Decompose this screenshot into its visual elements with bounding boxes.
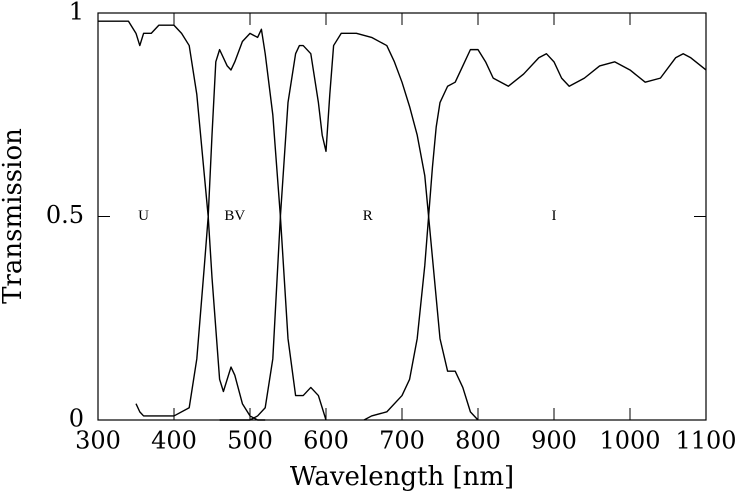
band-label: R (363, 208, 373, 224)
y-axis-title: Transmission (0, 128, 28, 304)
x-axis-title: Wavelength [nm] (290, 462, 514, 492)
band-label: I (552, 208, 557, 224)
x-tick-label: 800 (455, 427, 501, 455)
plot-frame (97, 12, 707, 421)
x-tick-label: 900 (531, 427, 577, 455)
y-tick-label: 1 (69, 0, 84, 26)
band-label: U (138, 208, 149, 224)
transmission-curve (219, 32, 479, 421)
y-tick-label: 0.5 (46, 201, 84, 229)
x-tick-label: 300 (75, 427, 121, 455)
band-label: BV (224, 208, 245, 224)
x-tick-label: 500 (227, 427, 273, 455)
transmission-curve (363, 48, 707, 421)
x-tick-label: 1000 (599, 427, 660, 455)
transmission-curve (98, 20, 266, 421)
x-tick-label: 400 (151, 427, 197, 455)
x-tick-label: 700 (379, 427, 425, 455)
y-tick-label: 0 (69, 405, 84, 433)
x-tick-label: 1100 (675, 427, 736, 455)
x-tick-label: 600 (303, 427, 349, 455)
transmission-curve (135, 28, 327, 421)
